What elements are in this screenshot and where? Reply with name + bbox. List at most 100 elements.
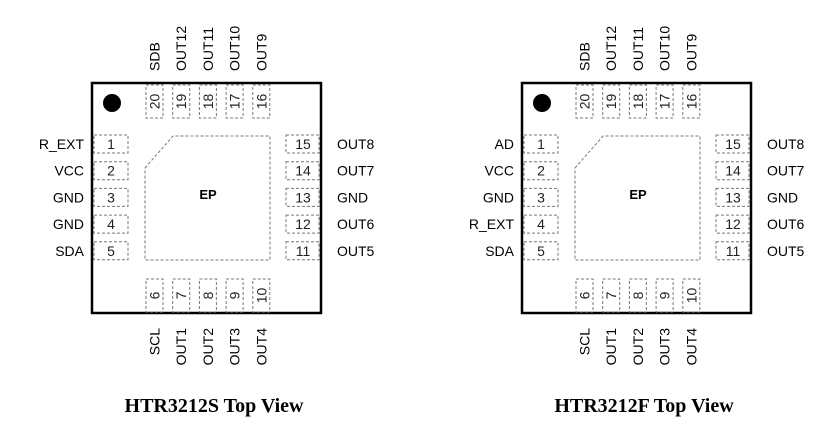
pin-pad	[715, 214, 750, 234]
pin-number: 19	[173, 94, 189, 110]
pin-label: SDA	[55, 243, 84, 259]
pin-number: 3	[537, 189, 545, 205]
pin-pad	[523, 187, 559, 207]
pin-2: 2 VCC	[54, 161, 129, 181]
pin-number: 4	[537, 216, 545, 232]
pin-pad	[93, 161, 129, 181]
pin-16: 16 OUT9	[252, 33, 271, 119]
pin-label: OUT4	[683, 328, 699, 366]
pin-3: 3 GND	[483, 187, 559, 207]
pin-number: 8	[200, 291, 216, 299]
pin-6: 6 SCL	[575, 278, 594, 355]
pin-label: SDB	[147, 42, 163, 71]
pin-pad	[285, 241, 320, 261]
pin-5: 5 SDA	[55, 241, 129, 261]
pin-number: 11	[726, 243, 741, 259]
pin-label: VCC	[484, 163, 514, 179]
pin-number: 13	[295, 189, 311, 205]
pin-number: 15	[295, 136, 311, 152]
pin-label: OUT7	[337, 163, 375, 179]
pin-label: R_EXT	[469, 216, 515, 232]
pin-pad	[285, 134, 320, 154]
pin-pad	[285, 161, 320, 181]
pin1-marker-dot	[103, 94, 121, 112]
pin-number: 17	[227, 94, 243, 110]
pin-14: 14 OUT7	[715, 161, 805, 181]
pin-19: 19 OUT12	[602, 26, 621, 119]
pin-pad	[523, 214, 559, 234]
pin-label: VCC	[54, 163, 84, 179]
pin-number: 16	[683, 94, 699, 110]
pin-label: SDB	[577, 42, 593, 71]
pin-number: 3	[107, 189, 115, 205]
pin-number: 9	[227, 291, 243, 299]
pin-18: 18 OUT11	[198, 27, 217, 119]
pin-number: 19	[603, 94, 619, 110]
pin-label: OUT9	[253, 33, 269, 71]
package-outline	[90, 81, 323, 315]
pin-number: 6	[147, 291, 163, 299]
pin-9: 9 OUT3	[655, 278, 674, 366]
pin-number: 9	[657, 291, 673, 299]
pin-9: 9 OUT3	[225, 278, 244, 366]
pin-label: SDA	[485, 243, 514, 259]
pin-17: 17 OUT10	[655, 26, 674, 119]
pin-6: 6 SCL	[145, 278, 164, 355]
pin-number: 5	[537, 243, 545, 259]
pin-8: 8 OUT2	[628, 278, 647, 365]
pin-label: OUT11	[630, 27, 646, 71]
pin-number: 17	[657, 94, 673, 110]
package-outline	[520, 81, 753, 315]
pin-label: R_EXT	[39, 136, 85, 152]
pin-label: OUT10	[657, 26, 673, 71]
pin-number: 7	[603, 291, 619, 299]
chip-0: EP 1 R_EXT 2 VCC 3 GND 4 GND 5 SDA 15 OUT8 14 OUT7 13 GN…	[39, 26, 375, 417]
pin-label: OUT1	[173, 328, 189, 366]
pin-7: 7 OUT1	[602, 278, 621, 366]
pin-label: GND	[53, 189, 84, 205]
pin-label: OUT5	[337, 243, 375, 259]
pin-label: AD	[495, 136, 514, 152]
pin-20: 20 SDB	[145, 42, 164, 119]
pin-number: 15	[725, 136, 741, 152]
pin-number: 2	[537, 163, 545, 179]
pin-label: OUT1	[603, 328, 619, 366]
pin-8: 8 OUT2	[198, 278, 217, 365]
pin-label: OUT7	[767, 163, 805, 179]
pin-label: OUT12	[603, 26, 619, 71]
pin-number: 12	[725, 216, 741, 232]
pin-11: 11 OUT5	[715, 241, 805, 261]
pin-label: OUT3	[657, 328, 673, 366]
pin-pad	[523, 161, 559, 181]
pin-14: 14 OUT7	[285, 161, 375, 181]
pin-1: 1 R_EXT	[39, 134, 129, 154]
pin-label: OUT6	[337, 216, 375, 232]
exposed-pad-outline	[574, 135, 701, 261]
pin-4: 4 GND	[53, 214, 129, 234]
pin-1: 1 AD	[495, 134, 559, 154]
pin-13: 13 GND	[715, 187, 798, 207]
exposed-pad-outline	[144, 135, 271, 261]
pin-pad	[93, 214, 129, 234]
pin-label: GND	[483, 189, 514, 205]
pin-19: 19 OUT12	[172, 26, 191, 119]
pin-label: OUT8	[767, 136, 805, 152]
chip-title: HTR3212F Top View	[554, 395, 734, 417]
pin-number: 20	[577, 94, 593, 110]
pin-label: OUT12	[173, 26, 189, 71]
pin-number: 20	[147, 94, 163, 110]
pin-number: 14	[725, 163, 741, 179]
pin-number: 6	[577, 291, 593, 299]
pin-number: 1	[107, 136, 115, 152]
pin-4: 4 R_EXT	[469, 214, 559, 234]
pin-label: OUT6	[767, 216, 805, 232]
pin-5: 5 SDA	[485, 241, 559, 261]
pin-label: GND	[767, 189, 798, 205]
pin-18: 18 OUT11	[628, 27, 647, 119]
pin-label: OUT10	[227, 26, 243, 71]
pin-20: 20 SDB	[575, 42, 594, 119]
pin-3: 3 GND	[53, 187, 129, 207]
pin-label: OUT3	[227, 328, 243, 366]
pin-label: OUT11	[200, 27, 216, 71]
pin-label: SCL	[147, 328, 163, 355]
